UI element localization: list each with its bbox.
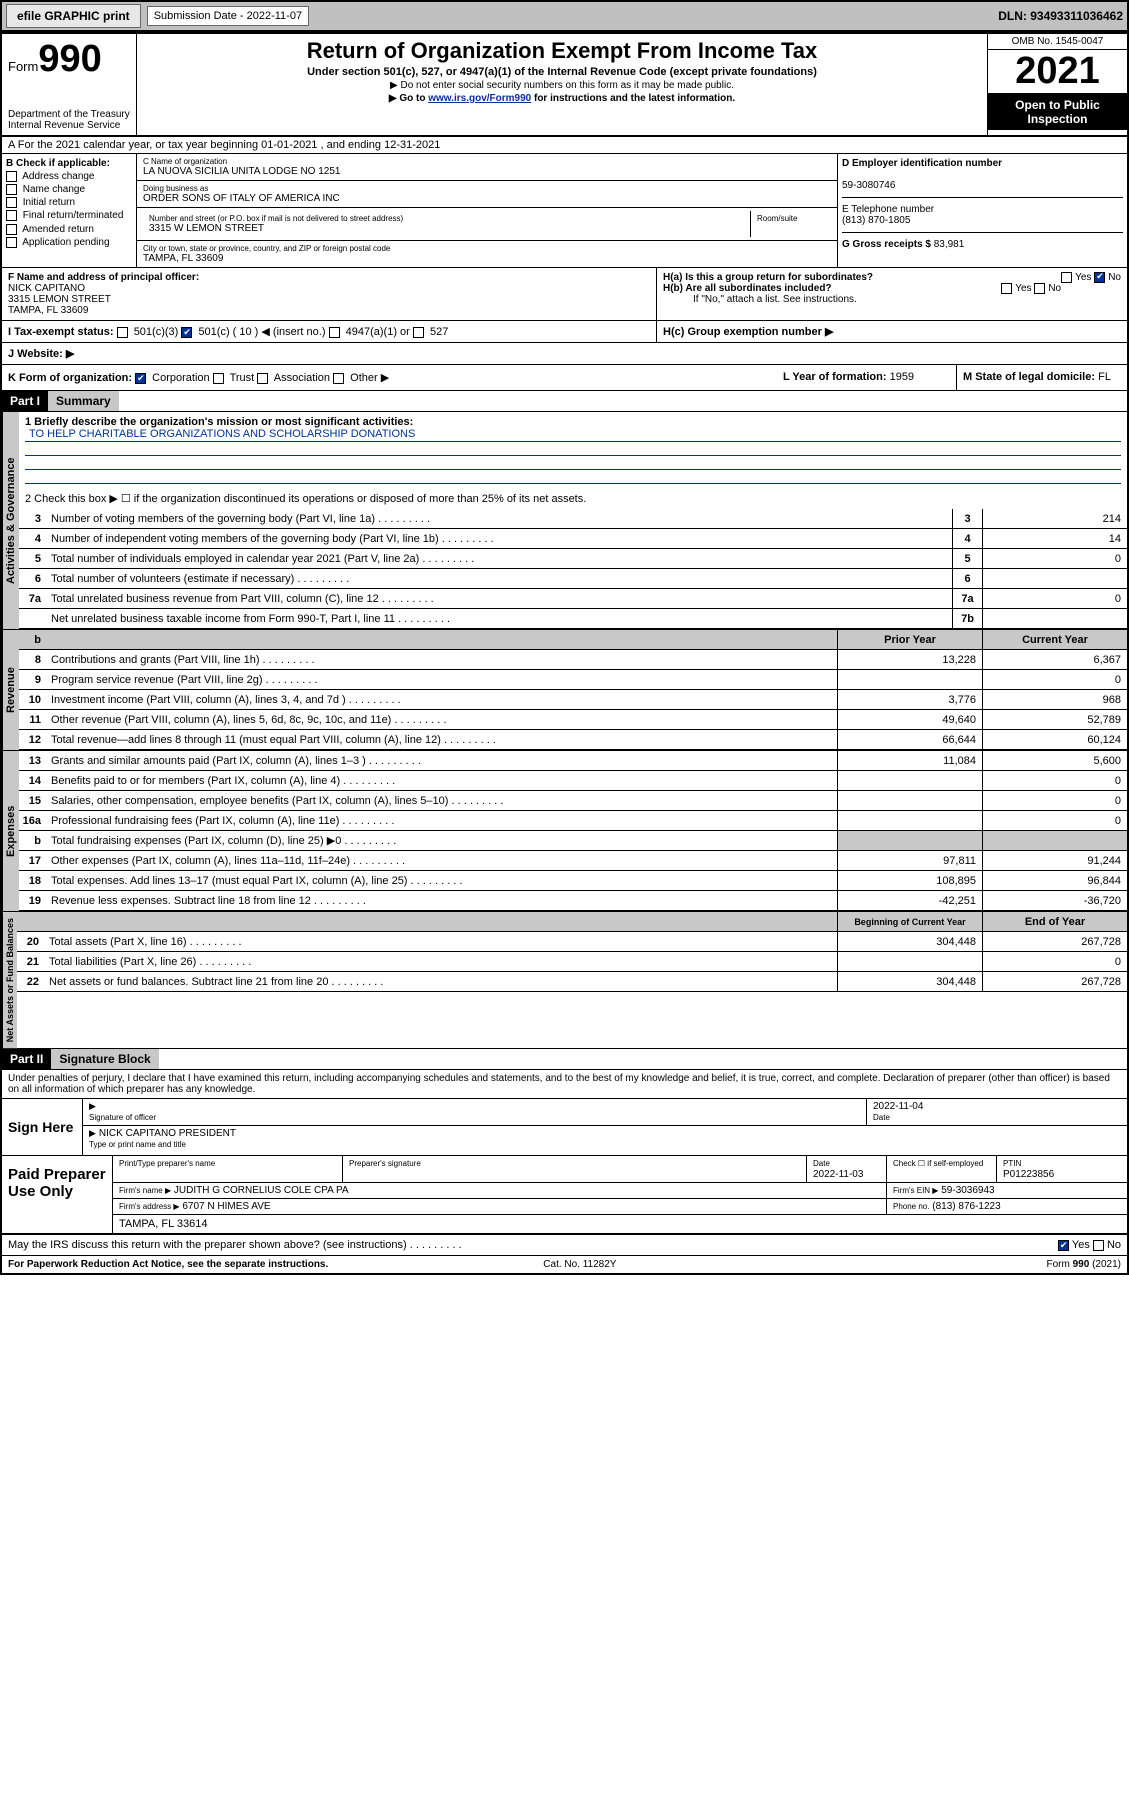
mission-text: TO HELP CHARITABLE ORGANIZATIONS AND SCH… (25, 428, 1121, 442)
open-inspection: Open to Public Inspection (988, 94, 1127, 130)
website-row: J Website: ▶ (8, 348, 74, 360)
discuss-yes-checkbox[interactable] (1058, 1240, 1069, 1251)
form-page: Form990 Department of the Treasury Inter… (0, 32, 1129, 1275)
officer-name: NICK CAPITANO (8, 283, 85, 294)
vert-governance: Activities & Governance (2, 412, 19, 629)
omb-number: OMB No. 1545-0047 (988, 34, 1127, 50)
part1-header: Part I (2, 391, 48, 411)
corp-checkbox[interactable] (135, 373, 146, 384)
part2-header: Part II (2, 1049, 51, 1069)
gross-receipts: 83,981 (934, 239, 965, 250)
ssn-note: ▶ Do not enter social security numbers o… (141, 80, 983, 91)
penalty-text: Under penalties of perjury, I declare th… (2, 1070, 1127, 1099)
state-domicile: FL (1098, 371, 1111, 383)
firm-ein: 59-3036943 (941, 1185, 994, 1196)
ha-yes-checkbox[interactable] (1061, 272, 1072, 283)
501c-checkbox[interactable] (181, 327, 192, 338)
form-label: Form (8, 59, 38, 74)
col-b-checkboxes: B Check if applicable: Address change Na… (2, 154, 137, 267)
irs-link[interactable]: www.irs.gov/Form990 (428, 93, 531, 104)
sign-here-label: Sign Here (2, 1099, 82, 1155)
tax-year: 2021 (988, 50, 1127, 94)
hb-yes-checkbox[interactable] (1001, 283, 1012, 294)
hb-no-checkbox[interactable] (1034, 283, 1045, 294)
efile-button[interactable]: efile GRAPHIC print (6, 4, 141, 28)
ein: 59-3080746 (842, 180, 895, 191)
vert-netassets: Net Assets or Fund Balances (2, 912, 17, 1048)
submission-date: Submission Date - 2022-11-07 (147, 6, 309, 26)
ha-no-checkbox[interactable] (1094, 272, 1105, 283)
telephone: (813) 870-1805 (842, 215, 910, 226)
dln: DLN: 93493311036462 (998, 9, 1123, 23)
top-toolbar: efile GRAPHIC print Submission Date - 20… (0, 0, 1129, 32)
ptin: P01223856 (1003, 1169, 1054, 1180)
discuss-no-checkbox[interactable] (1093, 1240, 1104, 1251)
dba-name: ORDER SONS OF ITALY OF AMERICA INC (143, 193, 831, 204)
firm-name: JUDITH G CORNELIUS COLE CPA PA (174, 1185, 349, 1196)
city-state-zip: TAMPA, FL 33609 (143, 253, 831, 264)
officer-signed: NICK CAPITANO PRESIDENT (99, 1128, 236, 1139)
org-name: LA NUOVA SICILIA UNITA LODGE NO 1251 (143, 166, 831, 177)
vert-revenue: Revenue (2, 630, 19, 750)
vert-expenses: Expenses (2, 751, 19, 911)
form-subtitle: Under section 501(c), 527, or 4947(a)(1)… (141, 66, 983, 78)
street-address: 3315 W LEMON STREET (149, 223, 744, 234)
row-a-taxyear: A For the 2021 calendar year, or tax yea… (2, 137, 1127, 154)
dept-label: Department of the Treasury Internal Reve… (8, 109, 130, 131)
form-number: 990 (38, 38, 101, 80)
form-title: Return of Organization Exempt From Incom… (141, 38, 983, 64)
sign-date: 2022-11-04 (873, 1101, 923, 1112)
firm-phone: (813) 876-1223 (932, 1201, 1000, 1212)
paid-preparer-label: Paid Preparer Use Only (2, 1156, 112, 1233)
year-formation: 1959 (890, 371, 914, 383)
